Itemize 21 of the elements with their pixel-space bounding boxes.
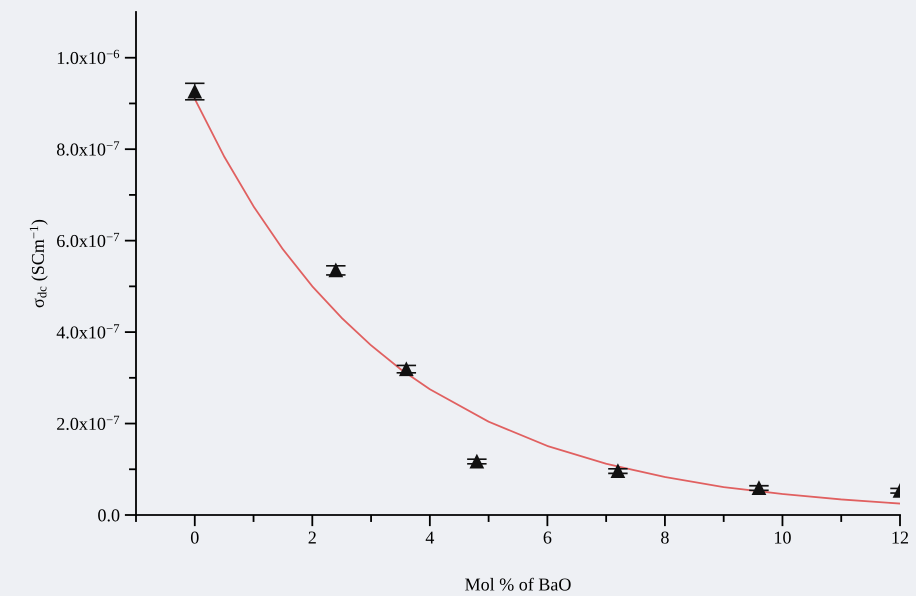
x-tick-label: 10 <box>775 531 791 544</box>
y-tick-label: 1.0x10$^{−6}$ <box>58 50 120 64</box>
x-tick-label: 8 <box>661 531 669 544</box>
point <box>188 84 202 99</box>
y-tick-label: 4.0x10$^{−7}$ <box>56 324 120 339</box>
x-tick-label: 0 <box>190 531 199 544</box>
point <box>610 464 625 478</box>
x-tick-label: 4 <box>426 532 434 544</box>
x-tick-label: 2 <box>308 532 316 544</box>
point <box>399 362 414 376</box>
y-tick-label: 6.0x10$^{−7}$ <box>57 232 120 248</box>
y-tick-label: 2.0x10$^{−7}$ <box>57 416 120 430</box>
point <box>328 263 343 278</box>
point <box>752 481 766 495</box>
y-tick-label: 8.0x10$^{−7}$ <box>56 141 120 156</box>
y-axis-title: σ$_{dc}$ (SCm$^{−1}$) <box>30 220 48 308</box>
y-tick-label: 0.0 <box>98 509 120 522</box>
x-tick-label: 12 <box>892 532 908 544</box>
point <box>470 454 484 468</box>
x-axis-title: Mol % of BaO <box>465 578 571 591</box>
x-tick-label: 6 <box>544 532 552 544</box>
